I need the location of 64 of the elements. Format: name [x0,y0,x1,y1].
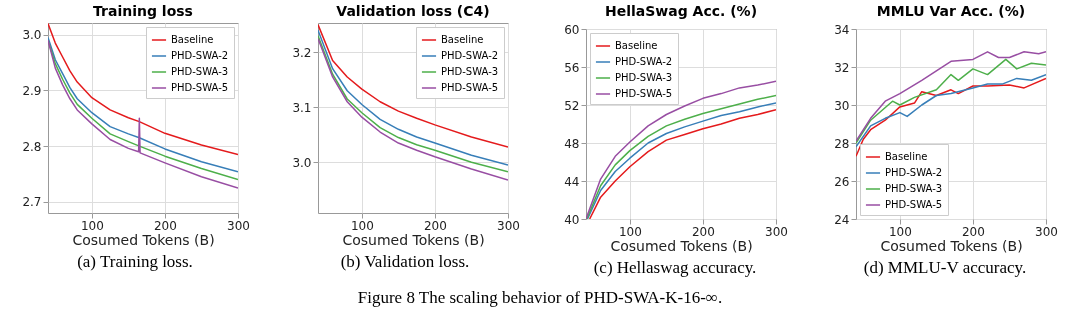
line-series [855,77,1046,158]
x-axis-title: Cosumed Tokens (B) [609,237,753,254]
x-tick-label: 100 [618,224,642,239]
legend-label: PHD-SWA-5 [614,88,672,99]
chart-title: HellaSwag Acc. (%) [604,3,757,19]
x-tick-label: 100 [350,218,374,233]
y-tick-label: 44 [563,174,579,189]
text: (b) Validation loss. [340,252,470,272]
y-tick-label: 3.1 [291,100,311,115]
text: (a) Training loss. [77,252,193,272]
y-tick-label: 3.0 [21,28,41,43]
legend-label: PHD-SWA-5 [884,199,942,210]
y-tick-label: 24 [833,212,849,227]
x-axis-title: Cosumed Tokens (B) [71,231,215,248]
y-tick-label: 26 [833,174,849,189]
x-tick-label: 300 [1034,224,1058,239]
x-axis-title: Cosumed Tokens (B) [341,231,485,248]
line-series [317,23,508,148]
line-series [855,73,1046,148]
legend-label: PHD-SWA-2 [614,56,672,67]
legend-label: Baseline [614,40,657,51]
y-tick-label: 32 [833,60,849,75]
x-tick-label: 200 [423,218,447,233]
x-tick-label: 100 [80,218,104,233]
caption: Figure 8 The scaling behavior of PHD-SWA-K-16-∞. [356,288,724,308]
y-tick-label: 30 [833,98,849,113]
legend-label: PHD-SWA-5 [440,82,498,93]
chart-title: Validation loss (C4) [335,3,490,19]
y-tick-label: 34 [833,22,849,37]
y-tick-label: 3.2 [291,45,311,60]
x-axis-title: Cosumed Tokens (B) [879,237,1023,254]
y-tick-label: 28 [833,136,849,151]
y-tick-label: 3.0 [291,155,311,170]
y-tick-label: 40 [563,212,579,227]
chart-title: Training loss [92,3,193,19]
x-tick-label: 200 [961,224,985,239]
legend-label: PHD-SWA-3 [614,72,672,83]
legend-label: PHD-SWA-2 [170,50,228,61]
legend-label: Baseline [440,34,483,45]
legend-label: PHD-SWA-5 [170,82,228,93]
y-tick-label: 2.9 [21,83,41,98]
text: (d) MMLU-V accuracy. [863,258,1027,278]
line-series [47,23,238,156]
legend-label: PHD-SWA-2 [884,167,942,178]
legend-label: PHD-SWA-3 [884,183,942,194]
legend-label: PHD-SWA-3 [440,66,498,77]
y-tick-label: 2.8 [21,139,41,154]
y-tick-label: 60 [563,22,579,37]
y-tick-label: 52 [563,98,579,113]
x-tick-label: 300 [764,224,788,239]
x-tick-label: 200 [691,224,715,239]
chart-title: MMLU Var Acc. (%) [876,3,1025,19]
x-tick-label: 300 [496,218,520,233]
y-tick-label: 56 [563,60,579,75]
y-tick-label: 2.7 [21,195,41,210]
legend-label: PHD-SWA-3 [170,66,228,77]
x-tick-label: 300 [226,218,250,233]
legend-label: Baseline [170,34,213,45]
x-tick-label: 200 [153,218,177,233]
legend-label: Baseline [884,151,927,162]
x-tick-label: 100 [888,224,912,239]
y-tick-label: 48 [563,136,579,151]
legend-label: PHD-SWA-2 [440,50,498,61]
text: (c) Hellaswag accuracy. [593,258,757,278]
